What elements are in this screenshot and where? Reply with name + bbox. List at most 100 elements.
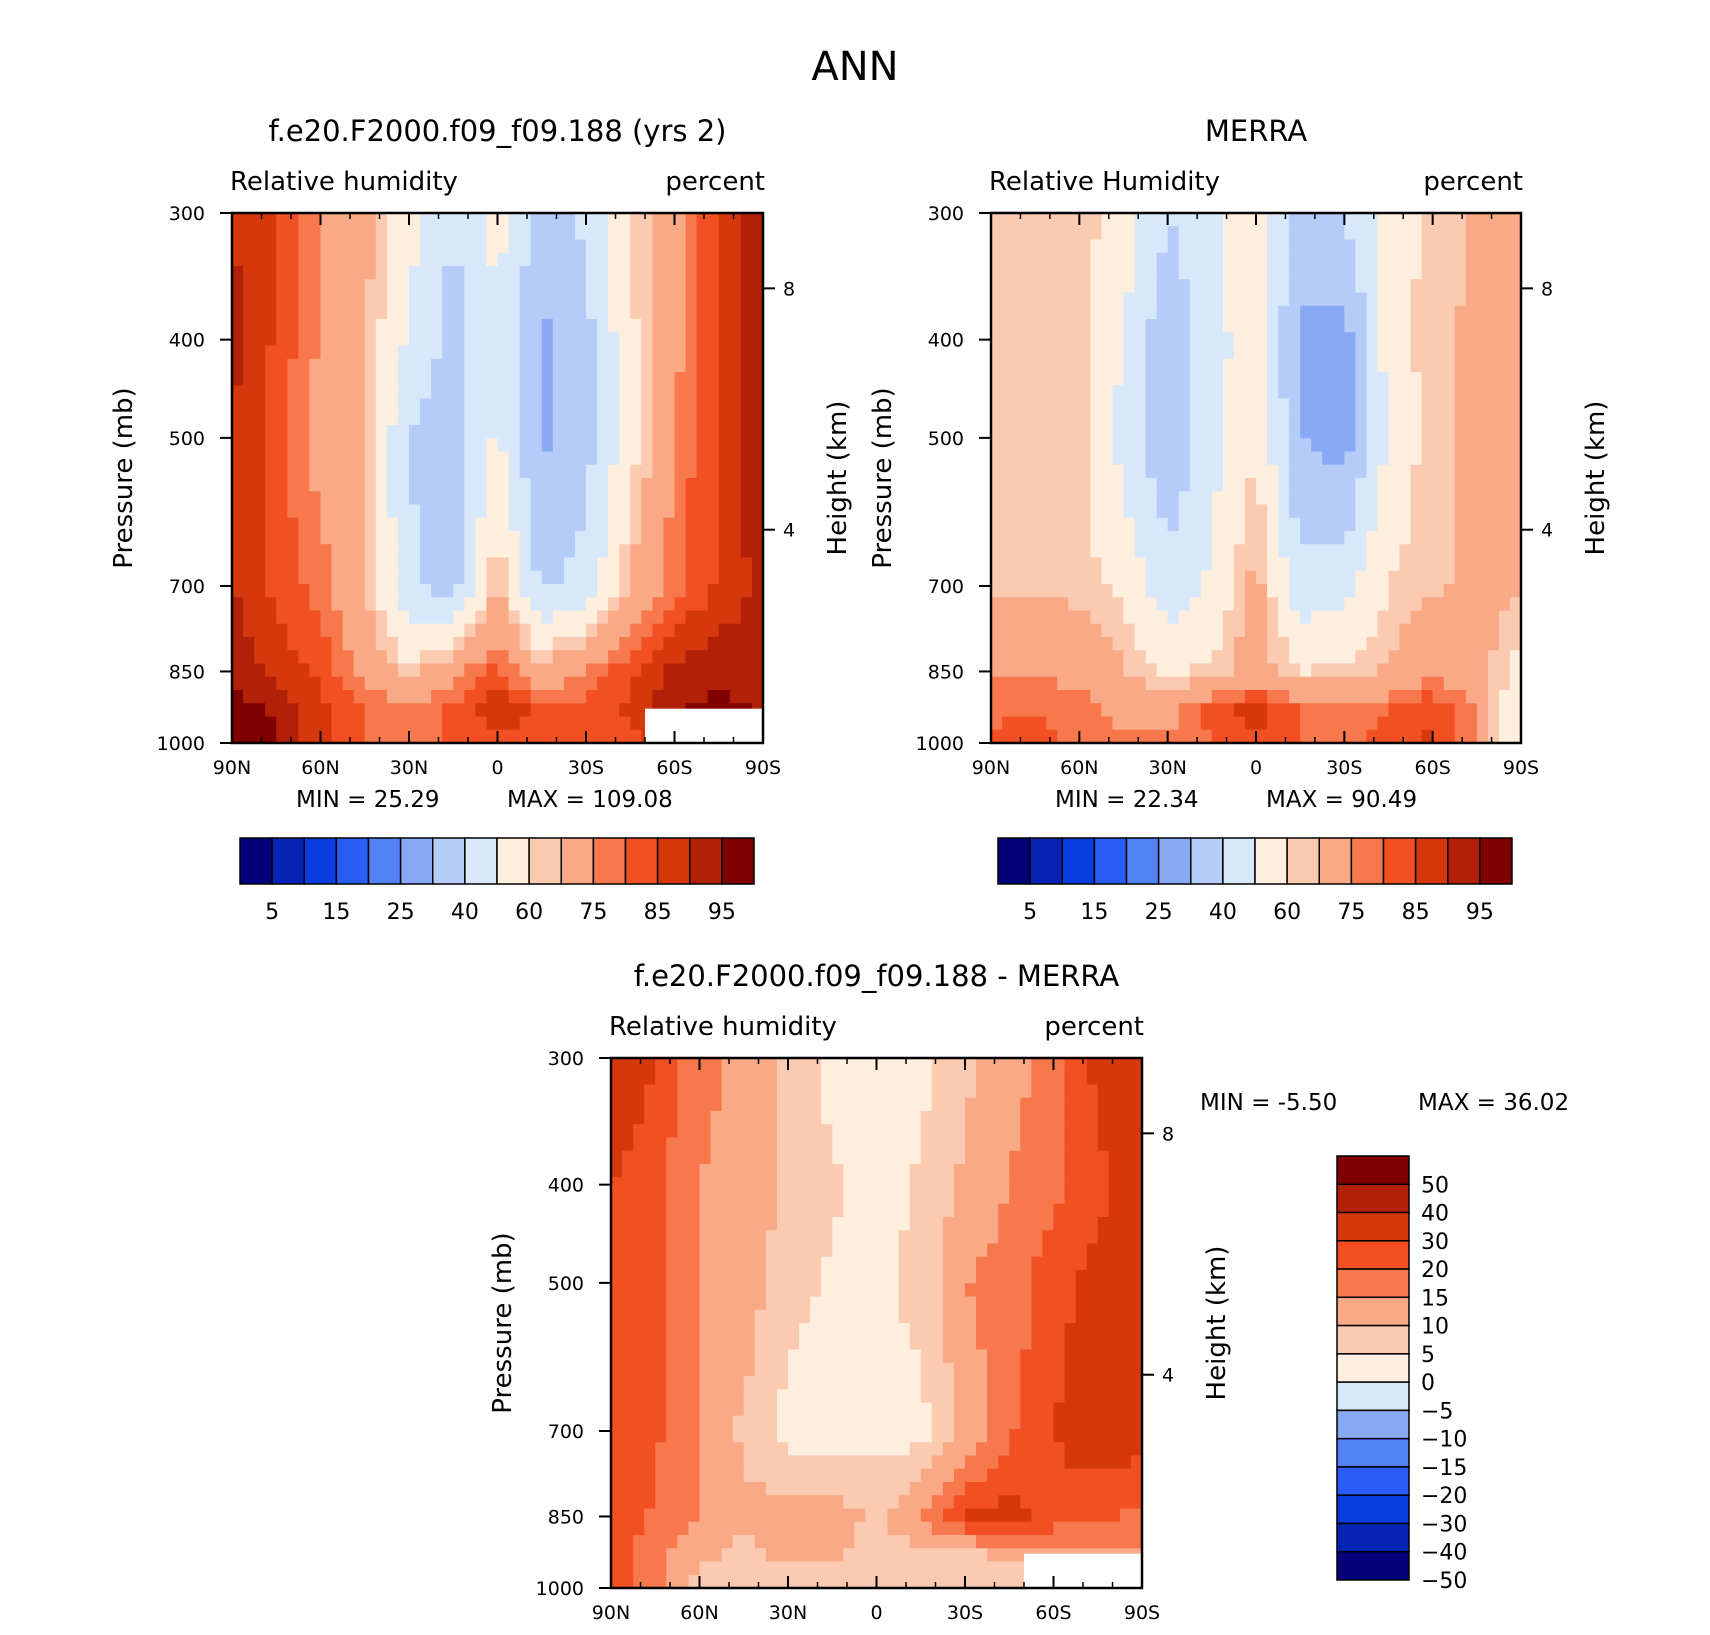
field-cell: [553, 597, 565, 611]
field-cell: [1422, 597, 1434, 611]
field-cell: [865, 1177, 877, 1191]
field-cell: [1013, 703, 1025, 717]
field-cell: [1190, 279, 1202, 293]
field-cell: [1499, 226, 1511, 240]
field-cell: [1190, 359, 1202, 373]
field-cell: [1009, 1071, 1021, 1085]
field-cell: [655, 1297, 667, 1311]
field-cell: [309, 703, 321, 717]
field-cell: [1377, 240, 1389, 254]
field-cell: [509, 399, 521, 413]
field-cell: [553, 359, 565, 373]
field-cell: [1289, 306, 1301, 320]
field-cell: [1112, 332, 1124, 346]
field-cell: [1101, 505, 1113, 519]
field-cell: [1212, 703, 1224, 717]
field-cell: [987, 1283, 999, 1297]
field-cell: [1054, 1151, 1066, 1165]
field-cell: [1234, 531, 1246, 545]
field-cell: [630, 531, 642, 545]
field-cell: [586, 478, 598, 492]
field-cell: [475, 226, 487, 240]
field-cell: [630, 385, 642, 399]
field-cell: [464, 452, 476, 466]
field-cell: [1190, 597, 1202, 611]
field-cell: [688, 1124, 700, 1138]
field-cell: [1190, 293, 1202, 307]
field-cell: [343, 279, 355, 293]
field-cell: [276, 240, 288, 254]
field-cell: [777, 1177, 789, 1191]
field-cell: [1422, 213, 1434, 227]
field-cell: [1201, 412, 1213, 426]
field-cell: [686, 412, 698, 426]
field-cell: [733, 1297, 745, 1311]
field-cell: [1212, 425, 1224, 439]
field-cell: [1311, 650, 1323, 664]
field-cell: [343, 266, 355, 280]
field-cell: [442, 359, 454, 373]
field-cell: [1068, 717, 1080, 731]
field-cell: [921, 1098, 933, 1112]
field-cell: [652, 399, 664, 413]
x-tick-label: 90N: [213, 757, 251, 779]
field-cell: [1024, 597, 1036, 611]
field-cell: [1499, 293, 1511, 307]
field-cell: [697, 266, 709, 280]
field-cell: [1046, 226, 1058, 240]
field-cell: [1057, 730, 1069, 744]
field-cell: [788, 1164, 800, 1178]
field-cell: [1466, 690, 1478, 704]
field-cell: [1079, 531, 1091, 545]
field-cell: [932, 1257, 944, 1271]
field-cell: [1256, 505, 1268, 519]
field-cell: [1212, 372, 1224, 386]
field-cell: [254, 505, 266, 519]
field-cell: [1079, 690, 1091, 704]
field-cell: [409, 412, 421, 426]
field-cell: [409, 730, 421, 744]
field-cell: [1002, 703, 1014, 717]
field-cell: [475, 611, 487, 625]
field-cell: [442, 306, 454, 320]
field-cell: [719, 624, 731, 638]
field-cell: [1068, 372, 1080, 386]
field-cell: [409, 478, 421, 492]
field-cell: [586, 717, 598, 731]
field-cell: [954, 1270, 966, 1284]
field-cell: [332, 412, 344, 426]
field-cell: [1013, 491, 1025, 505]
field-cell: [1300, 319, 1312, 333]
field-cell: [1079, 584, 1091, 598]
field-cell: [464, 664, 476, 678]
field-cell: [1179, 478, 1191, 492]
field-cell: [1020, 1058, 1032, 1072]
field-cell: [1466, 438, 1478, 452]
field-cell: [1300, 438, 1312, 452]
field-cell: [1223, 491, 1235, 505]
field-cell: [586, 438, 598, 452]
field-cell: [1090, 226, 1102, 240]
field-cell: [1245, 226, 1257, 240]
field-cell: [1223, 240, 1235, 254]
field-cell: [666, 1217, 678, 1231]
field-cell: [1031, 1124, 1043, 1138]
field-cell: [1065, 1151, 1077, 1165]
field-cell: [309, 717, 321, 731]
field-cell: [854, 1270, 866, 1284]
field-cell: [1076, 1270, 1088, 1284]
field-cell: [788, 1283, 800, 1297]
field-cell: [1135, 412, 1147, 426]
field-cell: [1245, 253, 1257, 267]
field-cell: [254, 491, 266, 505]
field-cell: [1433, 730, 1445, 744]
field-cell: [932, 1283, 944, 1297]
field-cell: [265, 425, 277, 439]
field-cell: [1146, 359, 1158, 373]
field-cell: [1289, 346, 1301, 360]
field-cell: [1433, 293, 1445, 307]
field-cell: [711, 1098, 723, 1112]
field-cell: [1079, 478, 1091, 492]
field-cell: [686, 332, 698, 346]
